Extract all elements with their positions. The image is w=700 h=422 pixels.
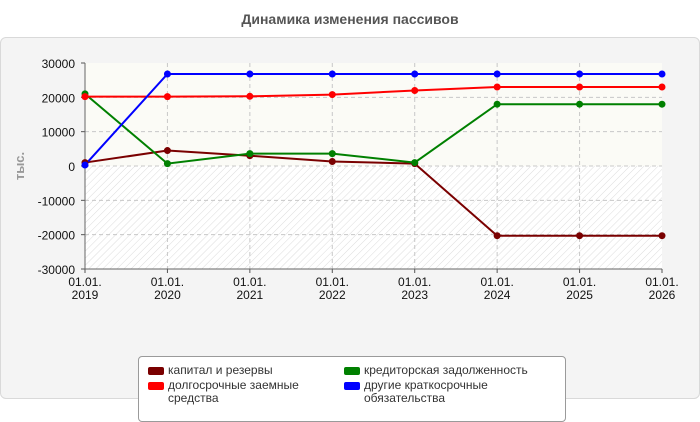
legend-swatch <box>148 367 164 375</box>
x-tick-label: 01.01. <box>316 275 349 289</box>
x-tick-label: 01.01. <box>645 275 678 289</box>
y-tick-label: 20000 <box>42 91 76 105</box>
data-point <box>576 83 584 91</box>
x-tick-label: 01.01. <box>233 275 266 289</box>
x-tick-label: 01.01. <box>563 275 596 289</box>
data-point <box>328 91 336 99</box>
data-point <box>658 232 666 240</box>
data-point <box>328 70 336 78</box>
x-tick-label: 2023 <box>401 288 428 302</box>
y-axis-title: тыс. <box>12 152 27 180</box>
data-point <box>163 70 171 78</box>
x-tick-label: 01.01. <box>398 275 431 289</box>
data-point <box>411 86 419 94</box>
data-point <box>658 70 666 78</box>
chart-panel: 30000 20000 10000 0 -10000 -20000 -30000 01.01.… <box>0 37 700 422</box>
legend-swatch <box>344 382 360 390</box>
y-tick-label: 0 <box>68 160 75 174</box>
x-tick-label: 01.01. <box>151 275 184 289</box>
y-tick-label: 30000 <box>42 57 76 71</box>
chart-plot: 3000020000100000-10000-20000-3000001.01.… <box>12 57 679 302</box>
data-point <box>576 100 584 108</box>
x-tick-label: 2025 <box>566 288 593 302</box>
x-tick-label: 2021 <box>237 288 264 302</box>
legend-item: другие краткосрочные обязательства <box>344 379 514 405</box>
data-point <box>163 93 171 101</box>
legend-item: капитал и резервы <box>148 364 338 377</box>
data-point <box>328 150 336 158</box>
y-tick-label: 10000 <box>42 126 76 140</box>
data-point <box>493 232 501 240</box>
data-point <box>576 232 584 240</box>
data-point <box>81 161 89 169</box>
data-point <box>576 70 584 78</box>
data-point <box>328 158 336 166</box>
data-point <box>493 100 501 108</box>
series-line <box>85 86 662 98</box>
data-point <box>411 70 419 78</box>
data-point <box>163 160 171 168</box>
legend-item: долгосрочные заемные средства <box>148 379 338 405</box>
data-point <box>493 70 501 78</box>
chart-legend: капитал и резервы долгосрочные заемные с… <box>138 356 566 422</box>
data-point <box>411 159 419 167</box>
y-tick-label: -20000 <box>38 229 76 243</box>
x-tick-label: 2024 <box>484 288 511 302</box>
data-point <box>658 100 666 108</box>
data-point <box>658 83 666 91</box>
legend-item: кредиторская задолженность <box>344 364 569 377</box>
x-tick-label: 2019 <box>72 288 99 302</box>
data-point <box>163 147 171 155</box>
x-tick-label: 01.01. <box>480 275 513 289</box>
plot-area <box>85 63 662 166</box>
y-tick-label: -30000 <box>38 263 76 277</box>
negative-area-hatch <box>85 166 662 269</box>
series-line <box>84 93 662 165</box>
series-line <box>84 72 662 166</box>
legend-label: кредиторская задолженность <box>364 363 528 377</box>
legend-swatch <box>148 382 164 390</box>
data-point <box>246 70 254 78</box>
data-point <box>493 83 501 91</box>
legend-swatch <box>344 367 360 375</box>
series-line <box>84 149 662 237</box>
legend-label: капитал и резервы <box>168 363 273 377</box>
x-tick-label: 2020 <box>154 288 181 302</box>
x-tick-label: 2022 <box>319 288 346 302</box>
x-tick-label: 01.01. <box>68 275 101 289</box>
legend-label: другие краткосрочные обязательства <box>364 378 488 405</box>
legend-label: долгосрочные заемные средства <box>168 378 299 405</box>
data-point <box>246 92 254 100</box>
y-tick-label: -10000 <box>38 194 76 208</box>
x-tick-label: 2026 <box>649 288 676 302</box>
data-point <box>246 150 254 158</box>
chart-title: Динамика изменения пассивов <box>241 11 459 27</box>
data-point <box>81 93 89 101</box>
